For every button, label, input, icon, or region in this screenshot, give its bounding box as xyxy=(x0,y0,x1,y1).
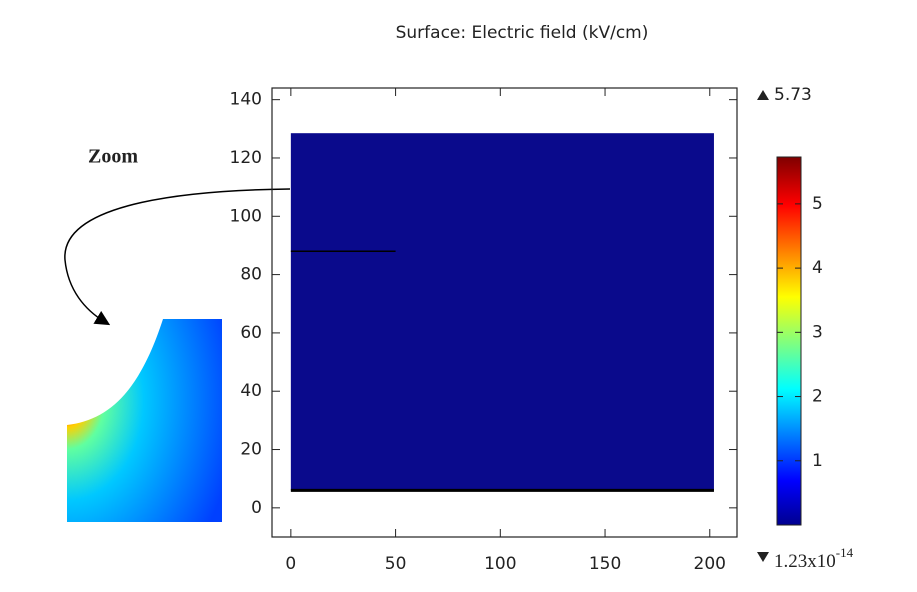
y-tick-label: 100 xyxy=(230,206,262,226)
zoom-inset xyxy=(67,319,222,522)
x-tick-label: 100 xyxy=(484,554,516,574)
zoom-label: Zoom xyxy=(88,146,138,168)
colorbar-tick-label: 3 xyxy=(812,322,823,342)
zoom-arrow xyxy=(64,188,291,326)
colorbar xyxy=(776,156,802,526)
colorbar-tick-label: 2 xyxy=(812,387,823,407)
y-tick-label: 60 xyxy=(240,323,262,343)
y-tick-label: 0 xyxy=(251,498,262,518)
colorbar-min: 1.23x10-14 xyxy=(774,545,854,572)
colorbar-tick-label: 4 xyxy=(812,258,823,278)
plot-frame xyxy=(271,87,738,538)
max-marker xyxy=(757,90,769,100)
y-tick-label: 80 xyxy=(240,265,262,285)
colorbar-tick-label: 1 xyxy=(812,451,823,471)
colorbar-tick-label: 5 xyxy=(812,194,823,214)
x-tick-label: 150 xyxy=(589,554,621,574)
chart-title: Surface: Electric field (kV/cm) xyxy=(396,23,649,43)
x-tick-label: 200 xyxy=(694,554,726,574)
y-tick-label: 40 xyxy=(240,381,262,401)
y-tick-label: 20 xyxy=(240,440,262,460)
colorbar-min-exp: -14 xyxy=(836,545,854,560)
y-tick-label: 140 xyxy=(230,90,262,110)
min-marker xyxy=(757,552,769,562)
domain xyxy=(290,133,714,491)
x-tick-label: 50 xyxy=(385,554,407,574)
y-tick-label: 120 xyxy=(230,148,262,168)
colorbar-min-base: 1.23x10 xyxy=(774,551,836,572)
x-tick-label: 0 xyxy=(285,554,296,574)
colorbar-max: 5.73 xyxy=(774,85,812,105)
